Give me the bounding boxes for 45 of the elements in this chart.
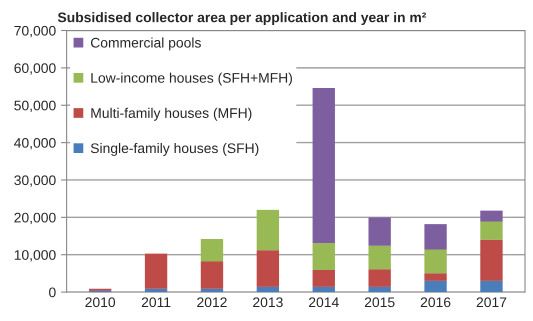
x-tick-label: 2011: [142, 297, 170, 308]
y-tick-label: 60,000: [14, 63, 56, 75]
bar: [368, 246, 391, 270]
bar: [368, 286, 391, 292]
bar: [256, 250, 280, 287]
bar: [480, 280, 503, 292]
chart-title: Subsidised collector area per application and year in m²: [58, 12, 426, 26]
legend-label: Low-income houses (SFH+MFH): [91, 72, 292, 86]
bar: [200, 239, 224, 262]
bar: [256, 286, 280, 292]
y-tick-label: 20,000: [14, 212, 56, 224]
y-tick-label: 10,000: [14, 250, 56, 262]
bar: [480, 240, 503, 281]
y-tick-label: 30,000: [14, 175, 56, 187]
y-tick-label: 0: [49, 287, 56, 298]
x-tick-label: 2014: [309, 297, 339, 308]
bar: [480, 210, 503, 222]
legend-label: Commercial pools: [90, 37, 201, 50]
x-tick-label: 2016: [420, 297, 450, 308]
bar: [312, 243, 335, 270]
x-tick-label: 2010: [85, 297, 116, 308]
y-tick-label: 70,000: [14, 26, 56, 38]
legend-label: Single-family houses (SFH): [90, 142, 258, 156]
legend-label: Multi-family houses (MFH): [91, 108, 252, 121]
bar: [424, 280, 447, 292]
y-tick-label: 50,000: [14, 100, 56, 112]
x-tick-label: 2015: [364, 297, 395, 308]
x-tick-label: 2013: [253, 297, 283, 308]
bar: [200, 288, 224, 292]
bar: [368, 269, 391, 287]
bar: [312, 88, 335, 244]
y-tick-label: 40,000: [14, 138, 56, 150]
bar: [424, 273, 447, 281]
x-tick-label: 2012: [197, 297, 227, 308]
bar: [312, 286, 335, 292]
bar: [424, 224, 447, 250]
bar: [200, 261, 224, 289]
bar: [144, 288, 168, 292]
bar: [256, 210, 280, 250]
x-tick-label: 2017: [476, 297, 506, 308]
bar: [144, 254, 168, 289]
bar: [368, 217, 391, 246]
bar: [424, 250, 447, 274]
bar: [312, 270, 335, 287]
bar: [480, 221, 503, 240]
